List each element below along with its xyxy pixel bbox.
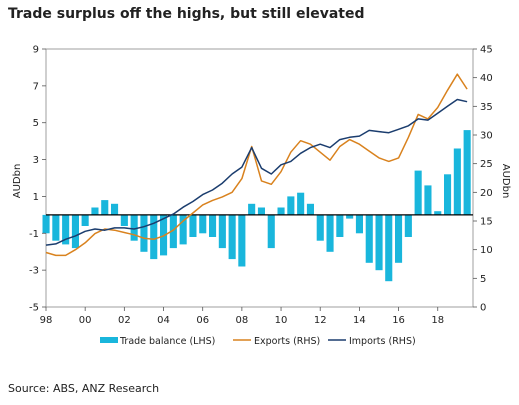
x-tick-label: 16 — [392, 315, 405, 326]
trade-balance-bar — [306, 203, 314, 215]
trade-balance-bar — [218, 214, 226, 249]
y-axis-label-left: AUDbn — [12, 164, 23, 199]
x-tick-label: 10 — [275, 315, 288, 326]
y-tick-right-label: 40 — [480, 73, 493, 84]
y-tick-right-label: 25 — [480, 159, 493, 170]
trade-balance-bar — [91, 207, 99, 215]
trade-balance-bar — [169, 214, 177, 249]
axis-ticks: 9 7 5 3 1 -1 -3 -5 45 40 35 30 25 20 15 10 5 0 98 00 02 04 06 0… — [29, 45, 493, 327]
trade-balance-bar — [81, 214, 89, 226]
trade-balance-bar — [316, 214, 324, 241]
legend: Trade balance (LHS) Exports (RHS) Import… — [100, 336, 416, 347]
trade-balance-bar — [140, 214, 148, 252]
legend-swatch-trade — [100, 337, 118, 343]
x-tick-label: 18 — [431, 315, 444, 326]
y-tick-right-label: 30 — [480, 131, 493, 142]
trade-balance-bar — [453, 148, 461, 215]
trade-balance-bar — [404, 214, 412, 237]
plot-frame — [45, 48, 474, 308]
trade-balance-bar — [150, 214, 158, 260]
trade-balance-bar — [267, 214, 275, 249]
trade-balance-bar — [209, 214, 217, 237]
x-tick-label: 08 — [236, 315, 249, 326]
y-tick-left-label: 3 — [33, 155, 39, 166]
y-tick-left-label: -5 — [29, 303, 39, 314]
trade-balance-bar — [101, 200, 109, 215]
imports-line — [45, 98, 468, 246]
y-tick-right-label: 20 — [480, 188, 493, 199]
trade-balance-bar — [111, 203, 119, 215]
y-tick-left-label: -1 — [29, 229, 39, 240]
legend-label-trade: Trade balance (LHS) — [119, 336, 215, 347]
trade-balance-bar — [375, 214, 383, 271]
trade-balance-bars — [42, 130, 471, 282]
trade-balance-bar — [444, 174, 452, 215]
y-tick-left-label: 9 — [33, 45, 39, 56]
trade-balance-bar — [424, 185, 432, 215]
trade-balance-bar — [414, 170, 422, 215]
x-tick-label: 12 — [314, 315, 327, 326]
y-tick-right-label: 45 — [480, 45, 493, 56]
x-tick-label: 04 — [157, 315, 170, 326]
trade-balance-bar — [385, 214, 393, 282]
trade-balance-bar — [52, 214, 60, 241]
trade-balance-bar — [42, 214, 50, 234]
x-tick-label: 14 — [353, 315, 366, 326]
trade-balance-bar — [434, 211, 442, 215]
trade-balance-bar — [179, 214, 187, 245]
exports-line — [45, 73, 468, 257]
y-tick-left-label: 5 — [33, 118, 39, 129]
trade-balance-bar — [346, 214, 354, 219]
x-tick-label: 98 — [40, 315, 53, 326]
y-tick-right-label: 15 — [480, 217, 493, 228]
y-tick-right-label: 0 — [480, 303, 486, 314]
trade-balance-bar — [257, 207, 265, 215]
trade-balance-bar — [120, 214, 128, 226]
trade-balance-bar — [326, 214, 334, 252]
trade-balance-bar — [463, 130, 471, 215]
trade-balance-bar — [277, 207, 285, 215]
legend-label-imports: Imports (RHS) — [349, 336, 416, 347]
y-tick-right-label: 10 — [480, 245, 493, 256]
trade-balance-bar — [355, 214, 363, 234]
source-note: Source: ABS, ANZ Research — [8, 382, 160, 395]
x-tick-label: 00 — [79, 315, 92, 326]
trade-balance-bar — [287, 196, 295, 215]
trade-balance-bar — [228, 214, 236, 260]
trade-balance-bar — [395, 214, 403, 263]
x-tick-label: 06 — [196, 315, 209, 326]
trade-balance-bar — [248, 203, 256, 215]
y-tick-left-label: 7 — [33, 81, 39, 92]
x-tick-label: 02 — [118, 315, 131, 326]
legend-label-exports: Exports (RHS) — [254, 336, 320, 347]
y-tick-left-label: 1 — [33, 192, 39, 203]
trade-balance-bar — [199, 214, 207, 234]
y-tick-right-label: 5 — [480, 274, 486, 285]
trade-balance-bar — [71, 214, 79, 249]
trade-balance-bar — [336, 214, 344, 237]
trade-balance-bar — [189, 214, 197, 237]
chart-title: Trade surplus off the highs, but still e… — [8, 6, 365, 22]
trade-balance-bar — [238, 214, 246, 267]
y-tick-right-label: 35 — [480, 102, 493, 113]
trade-balance-bar — [130, 214, 138, 241]
y-tick-left-label: -3 — [29, 266, 39, 277]
trade-balance-bar — [62, 214, 70, 245]
y-axis-label-right: AUDbn — [500, 164, 511, 199]
series-lines — [45, 73, 468, 257]
trade-balance-bar — [297, 192, 305, 215]
trade-balance-bar — [365, 214, 373, 263]
